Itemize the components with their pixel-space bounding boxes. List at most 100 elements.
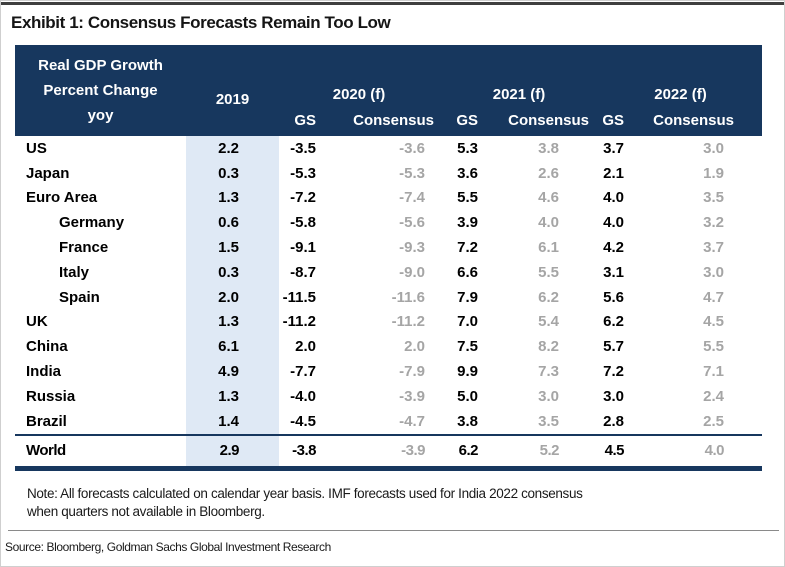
value-consensus-2022: 2.4 [703, 387, 724, 405]
value-gs-2020: -7.2 [290, 189, 316, 207]
value-consensus-2022: 3.2 [703, 214, 724, 232]
subheader-consensus-2021: Consensus [488, 104, 599, 136]
country-label: France [59, 239, 109, 257]
country-label: Spain [59, 288, 100, 306]
country-label: India [26, 363, 62, 381]
value-consensus-2021: 4.6 [538, 189, 559, 207]
value-gs-2022: 2.8 [603, 412, 624, 430]
value-2019: 0.6 [218, 214, 239, 232]
value-gs-2020: -7.7 [290, 363, 316, 381]
value-gs-2021: 6.2 [439, 433, 488, 471]
value-consensus-2020: -11.6 [391, 288, 425, 306]
value-gs-2022: 4.5 [599, 433, 634, 471]
value-consensus-2020: -5.3 [399, 164, 425, 182]
value-consensus-2020: -7.9 [399, 363, 425, 381]
value-gs-2020: 2.0 [295, 338, 316, 356]
row-label-line-2: Percent Change [43, 82, 158, 99]
value-consensus-2021: 3.0 [538, 387, 559, 405]
row-label-line-3: yoy [87, 107, 114, 124]
value-gs-2021: 5.5 [457, 189, 478, 207]
subheader-gs-2020: GS [279, 104, 326, 136]
subheader-gs-2022: GS [599, 104, 634, 136]
value-consensus-2021: 5.5 [538, 263, 559, 281]
value-gs-2022: 4.0 [603, 189, 624, 207]
value-gs-2022: 6.2 [603, 313, 624, 331]
row-label-header: Real GDP Growth Percent Change yoy [15, 45, 186, 136]
value-gs-2021: 5.3 [457, 139, 478, 157]
country-label: China [26, 338, 68, 356]
value-consensus-2020: -5.6 [399, 214, 425, 232]
world-row: World 2.9 -3.8 -3.9 6.2 5.2 4.5 4.0 [15, 433, 762, 471]
value-consensus-2022: 5.5 [703, 338, 724, 356]
value-gs-2022: 7.2 [603, 363, 624, 381]
value-2019: 1.3 [218, 387, 239, 405]
value-2019: 1.5 [218, 239, 239, 257]
column-group-2021: 2021 (f) [439, 45, 599, 104]
value-consensus-2021: 6.2 [538, 288, 559, 306]
value-consensus-2022: 3.7 [703, 239, 724, 257]
value-gs-2021: 7.2 [457, 239, 478, 257]
value-consensus-2021: 4.0 [538, 214, 559, 232]
country-label: Russia [26, 387, 76, 405]
table-row: Euro Area 1.3 -7.2 -7.4 5.5 4.6 4.0 3.5 [15, 186, 762, 211]
source-text: Source: Bloomberg, Goldman Sachs Global … [5, 539, 331, 554]
table-row: UK 1.3 -11.2 -11.2 7.0 5.4 6.2 4.5 [15, 310, 762, 335]
value-consensus-2022: 2.5 [703, 412, 724, 430]
value-consensus-2022: 4.7 [703, 288, 724, 306]
value-consensus-2022: 4.0 [634, 433, 762, 471]
value-consensus-2022: 7.1 [703, 363, 724, 381]
table-row: US 2.2 -3.5 -3.6 5.3 3.8 3.7 3.0 [15, 136, 762, 161]
value-gs-2022: 4.0 [603, 214, 624, 232]
note-text: Note: All forecasts calculated on calend… [27, 485, 784, 521]
value-gs-2020: -5.8 [290, 214, 316, 232]
value-consensus-2021: 2.6 [538, 164, 559, 182]
value-gs-2022: 4.2 [603, 239, 624, 257]
value-consensus-2021: 8.2 [538, 338, 559, 356]
forecast-table: Real GDP Growth Percent Change yoy 2019 … [15, 45, 762, 471]
value-gs-2022: 2.1 [603, 164, 624, 182]
value-gs-2021: 9.9 [457, 363, 478, 381]
divider-rule [8, 529, 779, 531]
value-gs-2022: 5.7 [603, 338, 624, 356]
table-body: US 2.2 -3.5 -3.6 5.3 3.8 3.7 3.0 Japan 0… [15, 136, 762, 435]
value-gs-2021: 7.0 [457, 313, 478, 331]
value-gs-2020: -8.7 [290, 263, 316, 281]
value-gs-2021: 7.5 [457, 338, 478, 356]
value-consensus-2022: 4.5 [703, 313, 724, 331]
country-label: Japan [26, 164, 70, 182]
value-2019: 6.1 [218, 338, 239, 356]
country-label: UK [26, 313, 48, 331]
subheader-consensus-2022: Consensus [634, 104, 762, 136]
value-2019: 2.9 [186, 433, 279, 471]
value-consensus-2022: 3.0 [703, 263, 724, 281]
column-group-2022: 2022 (f) [599, 45, 762, 104]
value-2019: 2.0 [218, 288, 239, 306]
value-consensus-2021: 3.5 [538, 412, 559, 430]
value-gs-2020: -4.5 [290, 412, 316, 430]
table-row: Brazil 1.4 -4.5 -4.7 3.8 3.5 2.8 2.5 [15, 409, 762, 435]
value-2019: 1.3 [218, 189, 239, 207]
value-gs-2020: -3.5 [290, 139, 316, 157]
country-label: Italy [59, 263, 90, 281]
table-row: Japan 0.3 -5.3 -5.3 3.6 2.6 2.1 1.9 [15, 161, 762, 186]
value-2019: 4.9 [218, 363, 239, 381]
value-2019: 1.3 [218, 313, 239, 331]
table-row: Italy 0.3 -8.7 -9.0 6.6 5.5 3.1 3.0 [15, 260, 762, 285]
value-gs-2020: -4.0 [290, 387, 316, 405]
value-gs-2021: 6.6 [457, 263, 478, 281]
value-gs-2021: 5.0 [457, 387, 478, 405]
value-consensus-2020: -3.6 [399, 139, 425, 157]
value-gs-2020: -5.3 [290, 164, 316, 182]
world-row-section: World 2.9 -3.8 -3.9 6.2 5.2 4.5 4.0 [15, 433, 762, 471]
column-header-2019: 2019 [186, 45, 279, 136]
subheader-consensus-2020: Consensus [326, 104, 439, 136]
value-gs-2020: -11.2 [282, 313, 316, 331]
value-gs-2020: -11.5 [282, 288, 316, 306]
row-label-line-1: Real GDP Growth [38, 57, 163, 74]
value-consensus-2022: 3.0 [703, 139, 724, 157]
value-consensus-2021: 7.3 [538, 363, 559, 381]
value-gs-2021: 3.9 [457, 214, 478, 232]
subheader-gs-2021: GS [439, 104, 488, 136]
top-rule [1, 2, 784, 5]
